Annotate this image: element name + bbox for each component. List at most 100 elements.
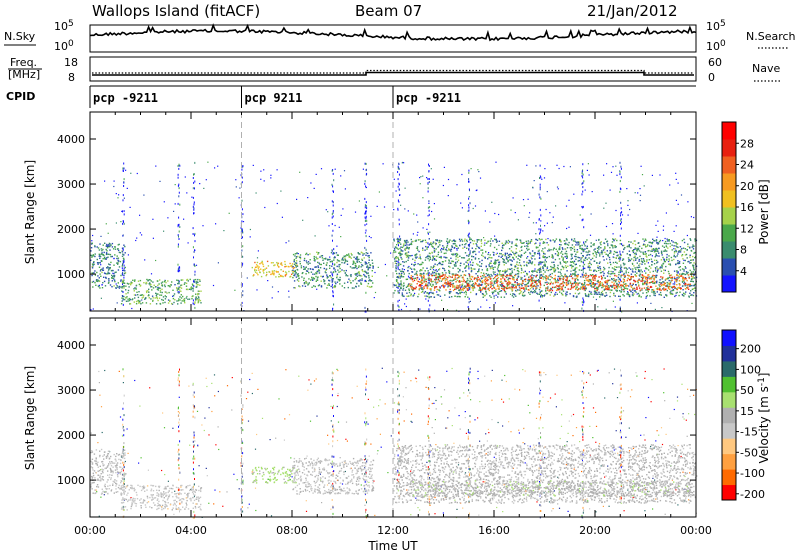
- echo-cell: [427, 285, 429, 287]
- echo-cell: [540, 277, 542, 279]
- echo-speckle: [535, 233, 537, 235]
- echo-cell: [530, 240, 533, 242]
- echo-cell: [625, 267, 627, 269]
- echo-cell: [428, 276, 430, 279]
- echo-speckle: [92, 308, 94, 310]
- echo-cell: [493, 281, 496, 284]
- echo-cell: [686, 272, 688, 274]
- echo-cell: [553, 261, 555, 263]
- echo-cell: [461, 240, 464, 242]
- echo-cell: [590, 281, 593, 283]
- echo-cell: [665, 265, 667, 268]
- echo-cell: [595, 274, 597, 276]
- echo-speckle: [263, 180, 265, 182]
- echo-speckle: [285, 242, 287, 244]
- echo-cell: [504, 269, 507, 271]
- echo-cell: [451, 246, 454, 248]
- echo-cell: [576, 286, 578, 288]
- echo-streak: [193, 279, 195, 281]
- echo-cell: [156, 297, 158, 300]
- echo-cell: [533, 255, 535, 257]
- echo-cell: [186, 278, 189, 281]
- echo-cell: [464, 296, 466, 298]
- echo-cell: [527, 282, 529, 284]
- echo-speckle: [432, 178, 434, 180]
- echo-cell: [333, 257, 335, 259]
- echo-cell: [499, 281, 502, 283]
- echo-cell: [636, 257, 639, 259]
- echo-cell: [642, 244, 644, 246]
- echo-cell: [622, 281, 625, 283]
- echo-cell: [495, 253, 498, 255]
- echo-cell: [191, 287, 194, 289]
- echo-speckle: [643, 185, 645, 187]
- echo-speckle: [143, 194, 145, 196]
- echo-cell: [91, 242, 93, 245]
- echo-cell: [351, 254, 353, 256]
- echo-cell: [432, 283, 434, 286]
- echo-cell: [659, 287, 661, 289]
- echo-cell: [628, 241, 630, 243]
- echo-streak: [427, 190, 429, 193]
- echo-cell: [650, 242, 652, 244]
- echo-cell: [303, 266, 305, 268]
- echo-cell: [581, 244, 583, 247]
- echo-cell: [284, 274, 287, 276]
- echo-cell: [359, 253, 361, 255]
- echo-cell: [538, 293, 540, 295]
- echo-speckle: [547, 238, 549, 240]
- echo-cell: [328, 283, 330, 285]
- echo-speckle: [425, 298, 427, 300]
- echo-cell: [109, 264, 111, 266]
- echo-cell: [121, 287, 123, 289]
- echo-speckle: [270, 177, 272, 179]
- echo-cell: [114, 248, 117, 250]
- echo-cell: [425, 278, 427, 281]
- echo-cell: [422, 247, 424, 249]
- echo-cell: [295, 262, 298, 264]
- echo-speckle: [129, 206, 131, 208]
- echo-cell: [659, 266, 661, 269]
- echo-cell: [258, 266, 260, 268]
- echo-cell: [397, 264, 399, 267]
- echo-cell: [315, 266, 317, 268]
- echo-cell: [473, 278, 476, 280]
- echo-cell: [620, 254, 622, 256]
- echo-streak: [193, 212, 195, 215]
- echo-cell: [513, 253, 515, 255]
- echo-cell: [335, 252, 338, 254]
- echo-cell: [162, 302, 164, 304]
- echo-cell: [299, 260, 301, 263]
- echo-speckle: [675, 225, 677, 227]
- echo-cell: [419, 263, 421, 266]
- echo-cell: [648, 245, 651, 247]
- echo-cell: [187, 288, 189, 291]
- echo-cell: [603, 285, 605, 287]
- echo-cell: [471, 287, 473, 289]
- echo-cell: [470, 291, 472, 294]
- echo-speckle: [484, 210, 486, 212]
- echo-cell: [506, 274, 508, 277]
- echo-cell: [571, 247, 574, 250]
- echo-speckle: [552, 216, 554, 218]
- echo-cell: [636, 249, 638, 251]
- echo-cell: [547, 278, 549, 280]
- echo-speckle: [443, 166, 445, 168]
- echo-cell: [673, 283, 676, 285]
- echo-cell: [123, 282, 126, 284]
- echo-cell: [185, 282, 188, 284]
- echo-cell: [313, 255, 315, 258]
- echo-cell: [533, 270, 535, 272]
- echo-cell: [675, 242, 677, 244]
- echo-streak: [398, 182, 400, 185]
- echo-cell: [448, 260, 451, 262]
- echo-cell: [94, 255, 96, 258]
- echo-speckle: [256, 257, 259, 259]
- echo-cell: [365, 276, 367, 278]
- echo-cell: [630, 275, 632, 278]
- echo-cell: [567, 276, 569, 278]
- echo-streak: [619, 170, 621, 173]
- echo-cell: [653, 263, 656, 265]
- echo-cell: [579, 241, 581, 243]
- echo-cell: [667, 277, 669, 280]
